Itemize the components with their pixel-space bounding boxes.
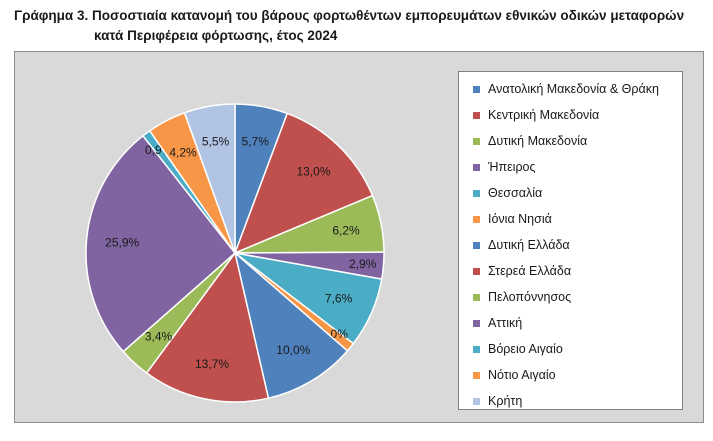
legend-swatch [473, 241, 480, 249]
legend-item: Δυτική Ελλάδα [459, 232, 682, 258]
legend-label: Βόρειο Αιγαίο [488, 342, 563, 356]
legend-swatch [473, 163, 480, 171]
legend-swatch [473, 111, 480, 119]
pie-slice [233, 112, 374, 255]
slice-data-label: 13,0% [296, 164, 330, 178]
slice-data-label: 10,0% [276, 343, 310, 357]
legend-label: Νότιο Αιγαίο [488, 368, 556, 382]
legend-item: Θεσσαλία [459, 180, 682, 206]
pie-slice [85, 134, 237, 353]
legend-swatch [473, 345, 480, 353]
chart-area: 5,7% 13,0% 6,2% 2,9% 7,6% 1,0% 10,0% 13,7% 3,4% 2… [14, 51, 704, 423]
slice-data-label: 4,2% [169, 145, 197, 159]
legend: Ανατολική Μακεδονία & Θράκη Κεντρική Μακε… [458, 71, 683, 410]
slice-data-label: 5,7% [242, 135, 270, 149]
legend-label: Ιόνια Νησιά [488, 212, 552, 226]
legend-label: Κεντρική Μακεδονία [488, 108, 600, 122]
legend-item: Ήπειρος [459, 154, 682, 180]
legend-swatch [473, 293, 480, 301]
chart-title-line2: κατά Περιφέρεια φόρτωσης, έτος 2024 [94, 28, 338, 43]
legend-label: Αττική [488, 316, 523, 330]
slice-data-label: 7,6% [325, 292, 353, 306]
legend-item: Αττική [459, 310, 682, 336]
slice-data-label: 2,9% [349, 257, 377, 271]
legend-label: Δυτική Ελλάδα [488, 238, 570, 252]
legend-swatch [473, 215, 480, 223]
pie-chart: 5,7%13,0%6,2%2,9%7,6%1,0%10,0%13,7%3,4%2… [85, 103, 385, 403]
legend-swatch [473, 267, 480, 275]
slice-data-label: 3,4% [145, 330, 173, 344]
legend-swatch [473, 189, 480, 197]
pie-slice [233, 250, 349, 400]
legend-item: Δυτική Μακεδονία [459, 128, 682, 154]
slice-data-label: 6,2% [332, 223, 360, 237]
legend-item: Πελοπόννησος [459, 284, 682, 310]
legend-item: Ιόνια Νησιά [459, 206, 682, 232]
legend-item: Κρήτη [459, 388, 682, 414]
legend-swatch [473, 371, 480, 379]
legend-label: Ήπειρος [488, 160, 536, 174]
pie-slice [183, 103, 236, 254]
legend-item: Νότιο Αιγαίο [459, 362, 682, 388]
legend-swatch [473, 137, 480, 145]
slice-data-label: 5,5% [202, 134, 230, 148]
legend-label: Πελοπόννησος [488, 290, 572, 304]
legend-swatch [473, 85, 480, 93]
legend-item: Στερεά Ελλάδα [459, 258, 682, 284]
legend-label: Στερεά Ελλάδα [488, 264, 572, 278]
legend-item: Βόρειο Αιγαίο [459, 336, 682, 362]
legend-swatch [473, 319, 480, 327]
slice-data-label: 13,7% [195, 357, 229, 371]
legend-label: Ανατολική Μακεδονία & Θράκη [488, 82, 659, 96]
chart-title: Γράφημα 3. Ποσοστιαία κατανομή του βάρου… [14, 6, 704, 46]
legend-label: Δυτική Μακεδονία [488, 134, 588, 148]
pie-slice [145, 251, 270, 403]
legend-label: Κρήτη [488, 394, 523, 408]
chart-title-line1: Γράφημα 3. Ποσοστιαία κατανομή του βάρου… [14, 8, 685, 23]
legend-item: Ανατολική Μακεδονία & Θράκη [459, 76, 682, 102]
slice-data-label: 25,9% [105, 236, 139, 250]
legend-item: Κεντρική Μακεδονία [459, 102, 682, 128]
legend-label: Θεσσαλία [488, 186, 543, 200]
legend-swatch [473, 397, 480, 405]
